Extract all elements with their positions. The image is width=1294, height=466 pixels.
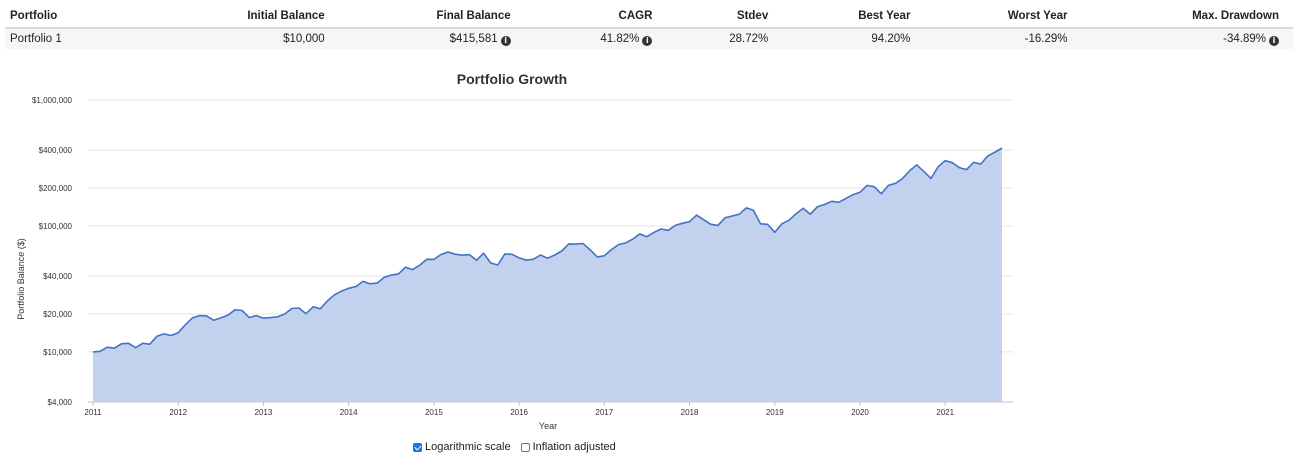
x-tick-labels: 2011 2012 2013 2014 2015 2016 2017 2018 2019 2020… bbox=[84, 402, 955, 417]
y-tick-label: $1,000,000 bbox=[32, 96, 73, 105]
x-tick-label: 2021 bbox=[936, 408, 954, 417]
inflation-label: Inflation adjusted bbox=[532, 441, 616, 453]
info-icon[interactable]: i bbox=[1269, 35, 1279, 46]
log-scale-toggle[interactable]: Logarithmic scale bbox=[413, 441, 511, 453]
x-tick-label: 2015 bbox=[425, 408, 443, 417]
x-tick-label: 2014 bbox=[340, 408, 358, 417]
chart-title: Portfolio Growth bbox=[457, 71, 567, 87]
y-tick-label: $40,000 bbox=[43, 272, 72, 281]
y-tick-label: $4,000 bbox=[48, 398, 73, 407]
chart-options: Logarithmic scale Inflation adjusted bbox=[413, 441, 616, 453]
cell-initial-balance: $10,000 bbox=[146, 28, 339, 49]
x-tick-label: 2016 bbox=[510, 408, 528, 417]
header-final-balance: Final Balance bbox=[338, 5, 525, 29]
cell-best-year: 94.20% bbox=[782, 28, 925, 49]
info-icon[interactable]: i bbox=[642, 35, 653, 46]
final-balance-value: $415,581 bbox=[449, 32, 498, 45]
cagr-value: 41.82% bbox=[600, 32, 640, 45]
y-tick-label: $400,000 bbox=[39, 146, 73, 155]
x-tick-label: 2020 bbox=[851, 408, 869, 417]
header-worst-year: Worst Year bbox=[924, 5, 1082, 29]
log-scale-checkbox[interactable] bbox=[413, 442, 422, 452]
summary-header-row: Portfolio Initial Balance Final Balance … bbox=[5, 5, 1293, 29]
cell-cagr: 41.82% i bbox=[524, 28, 667, 49]
header-initial-balance: Initial Balance bbox=[146, 5, 339, 29]
cell-portfolio-name: Portfolio 1 bbox=[5, 28, 147, 49]
table-row: Portfolio 1 $10,000 $415,581 i 41.82% i 28… bbox=[5, 28, 1293, 49]
summary-table: Portfolio Initial Balance Final Balance … bbox=[5, 5, 1293, 49]
cell-max-drawdown: -34.89% i bbox=[1081, 28, 1293, 49]
y-tick-labels: $4,000 $10,000 $20,000 $40,000 $100,000 $200,… bbox=[32, 96, 73, 407]
x-tick-label: 2019 bbox=[766, 408, 784, 417]
max-drawdown-value: -34.89% bbox=[1223, 32, 1266, 45]
series-line[interactable] bbox=[92, 147, 1003, 353]
cell-final-balance: $415,581 i bbox=[338, 28, 525, 49]
log-scale-label: Logarithmic scale bbox=[425, 441, 511, 453]
inflation-checkbox[interactable] bbox=[520, 442, 530, 452]
header-max-drawdown: Max. Drawdown bbox=[1081, 5, 1293, 29]
x-tick-label: 2012 bbox=[169, 408, 187, 417]
series-area bbox=[93, 148, 1002, 402]
header-cagr: CAGR bbox=[524, 5, 667, 29]
x-tick-label: 2018 bbox=[681, 408, 699, 417]
inflation-toggle[interactable]: Inflation adjusted bbox=[520, 441, 616, 453]
y-tick-label: $100,000 bbox=[39, 222, 73, 231]
header-portfolio: Portfolio bbox=[5, 5, 147, 29]
info-icon[interactable]: i bbox=[500, 35, 511, 46]
header-stdev: Stdev bbox=[666, 5, 783, 29]
y-tick-label: $10,000 bbox=[43, 348, 72, 357]
portfolio-growth-chart: Portfolio Growth Portfolio Balance ($) Y… bbox=[16, 71, 1013, 431]
x-tick-label: 2017 bbox=[595, 408, 613, 417]
x-axis-label: Year bbox=[539, 421, 557, 431]
x-tick-label: 2011 bbox=[84, 408, 102, 417]
x-tick-label: 2013 bbox=[255, 408, 273, 417]
y-tick-label: $20,000 bbox=[43, 310, 72, 319]
y-tick-label: $200,000 bbox=[39, 184, 73, 193]
y-axis-label: Portfolio Balance ($) bbox=[16, 238, 26, 320]
cell-stdev: 28.72% bbox=[666, 28, 783, 49]
cell-worst-year: -16.29% bbox=[924, 28, 1082, 49]
header-best-year: Best Year bbox=[782, 5, 925, 29]
